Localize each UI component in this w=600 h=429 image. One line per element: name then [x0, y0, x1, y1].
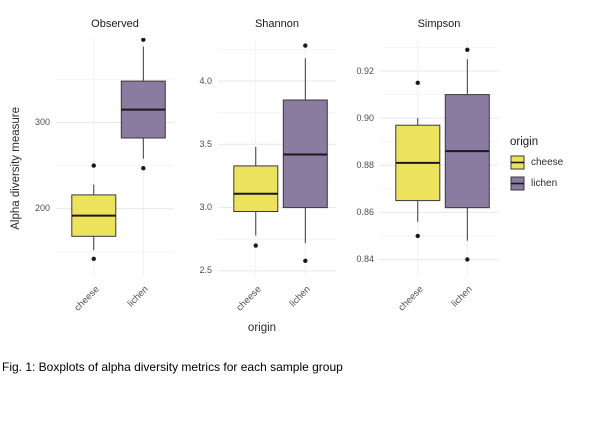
- facet-simpson: Simpson 0.84 0.86 0.88 0.90 0.92 cheese lichen: [350, 18, 498, 322]
- y-tick-label: 300: [34, 117, 50, 127]
- legend-entry-cheese: cheese: [510, 155, 590, 170]
- y-tick-label: 4.0: [199, 75, 212, 86]
- facet-panel: [56, 38, 174, 276]
- x-axis-title: origin: [247, 322, 277, 334]
- y-axis-ticks: 0.84 0.86 0.88 0.90 0.92: [350, 38, 380, 276]
- y-tick-label: 3.5: [199, 138, 212, 149]
- legend-title: origin: [510, 136, 539, 148]
- legend-label-lichen: lichen: [531, 178, 558, 189]
- facet-panel: [380, 38, 498, 276]
- y-tick-label: 0.92: [356, 65, 374, 76]
- x-axis-ticks: cheese lichen: [218, 276, 336, 322]
- y-tick-label: 200: [34, 203, 50, 214]
- facets: Observed 200 300 cheese lichen Shannon 2.5 3.0 3…: [26, 18, 498, 322]
- strip-label: Observed: [91, 18, 139, 30]
- legend-key-lichen-icon: [510, 176, 525, 191]
- strip-label: Shannon: [254, 18, 300, 30]
- y-tick-label: 0.84: [356, 254, 374, 264]
- y-axis-title-wrap: Alpha diversity measure: [6, 18, 26, 318]
- facet-shannon: Shannon 2.5 3.0 3.5 4.0 cheese lichen: [188, 18, 336, 322]
- y-tick-label: 0.86: [356, 206, 374, 217]
- facets-column: Observed 200 300 cheese lichen Shannon 2.5 3.0 3…: [26, 18, 498, 334]
- legend-label-cheese: cheese: [531, 157, 564, 168]
- y-tick-label: 0.90: [356, 112, 374, 123]
- legend-key-cheese-icon: [510, 155, 525, 170]
- legend-entry-lichen: lichen: [510, 176, 590, 191]
- strip-label: Simpson: [417, 18, 461, 30]
- facet-panel: [218, 38, 336, 276]
- x-axis-ticks: cheese lichen: [380, 276, 498, 322]
- y-tick-label: 2.5: [199, 265, 212, 276]
- y-axis-ticks: 200 300: [26, 38, 56, 276]
- x-axis-ticks: cheese lichen: [56, 276, 174, 322]
- y-axis-title: Alpha diversity measure: [10, 106, 22, 230]
- y-tick-label: 3.0: [199, 202, 212, 213]
- legend: origin cheese lichen: [510, 136, 590, 197]
- facet-observed: Observed 200 300 cheese lichen: [26, 18, 174, 322]
- y-tick-label: 0.88: [356, 159, 374, 170]
- y-axis-ticks: 2.5 3.0 3.5 4.0: [188, 38, 218, 276]
- chart-area: Alpha diversity measure Observed 200 300 ch…: [6, 18, 590, 334]
- figure-caption: Fig. 1: Boxplots of alpha diversity metr…: [2, 360, 343, 374]
